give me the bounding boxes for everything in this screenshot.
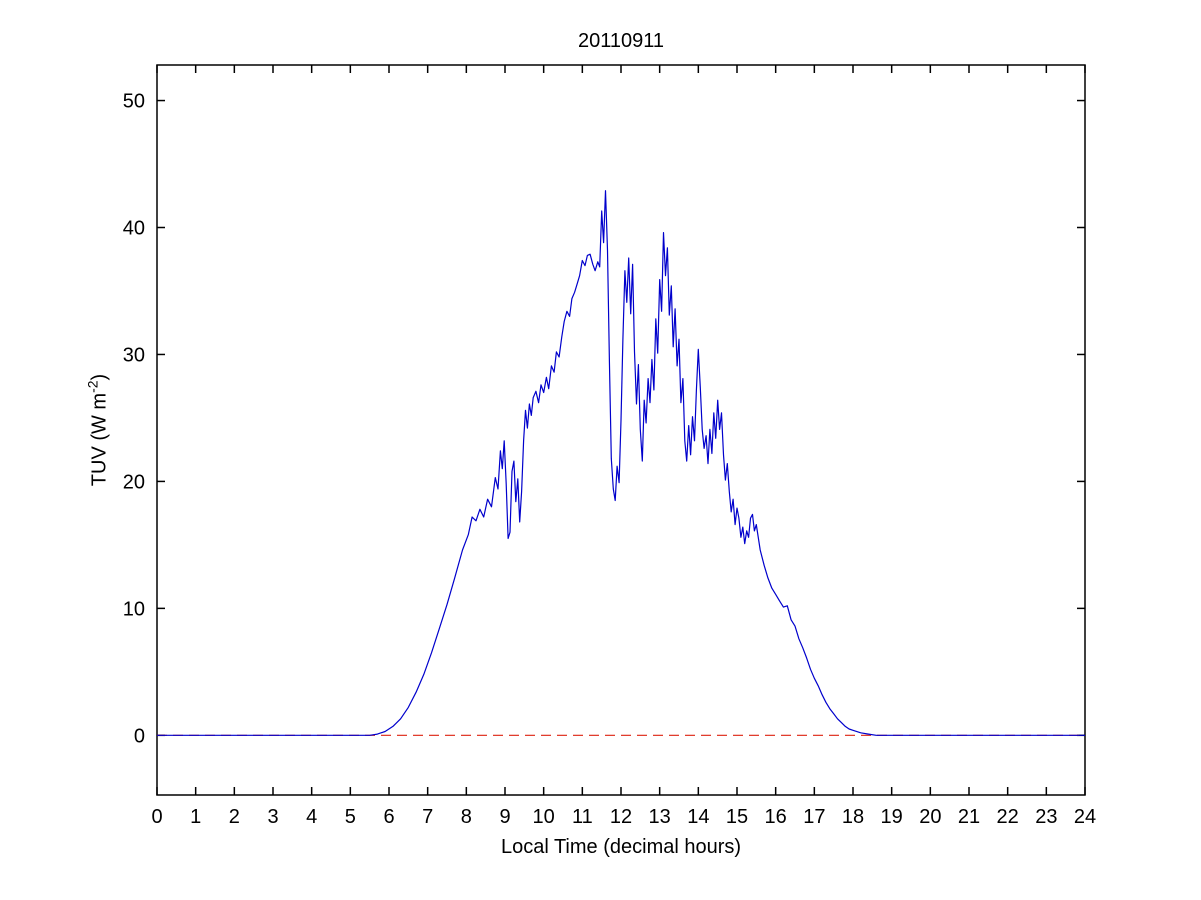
y-tick-label: 0: [134, 725, 145, 747]
x-tick-label: 5: [345, 806, 356, 828]
x-tick-label: 3: [267, 806, 278, 828]
x-tick-label: 15: [726, 806, 748, 828]
x-tick-label: 22: [997, 806, 1019, 828]
x-tick-label: 18: [842, 806, 864, 828]
x-tick-label: 23: [1035, 806, 1057, 828]
x-tick-label: 6: [383, 806, 394, 828]
x-tick-label: 1: [190, 806, 201, 828]
x-tick-label: 24: [1074, 806, 1096, 828]
x-tick-label: 16: [765, 806, 787, 828]
x-tick-label: 12: [610, 806, 632, 828]
x-tick-label: 14: [687, 806, 709, 828]
x-tick-label: 17: [803, 806, 825, 828]
x-tick-label: 2: [229, 806, 240, 828]
series-tuv-irradiance: [157, 190, 1085, 736]
chart-title: 20110911: [577, 30, 664, 52]
x-tick-label: 8: [461, 806, 472, 828]
x-axis-label: Local Time (decimal hours): [500, 836, 742, 858]
y-tick-label: 20: [123, 471, 145, 493]
x-tick-label: 21: [958, 806, 980, 828]
y-tick-label: 50: [123, 91, 145, 113]
y-tick-label: 40: [123, 218, 145, 240]
x-tick-label: 9: [499, 806, 510, 828]
y-tick-label: 30: [123, 344, 145, 366]
x-tick-label: 0: [151, 806, 162, 828]
x-tick-label: 13: [649, 806, 671, 828]
x-tick-label: 19: [881, 806, 903, 828]
y-tick-label: 10: [123, 598, 145, 620]
x-tick-label: 4: [306, 806, 317, 828]
x-tick-label: 7: [422, 806, 433, 828]
x-tick-label: 11: [572, 806, 593, 828]
x-tick-label: 20: [919, 806, 941, 828]
x-tick-label: 10: [533, 806, 555, 828]
